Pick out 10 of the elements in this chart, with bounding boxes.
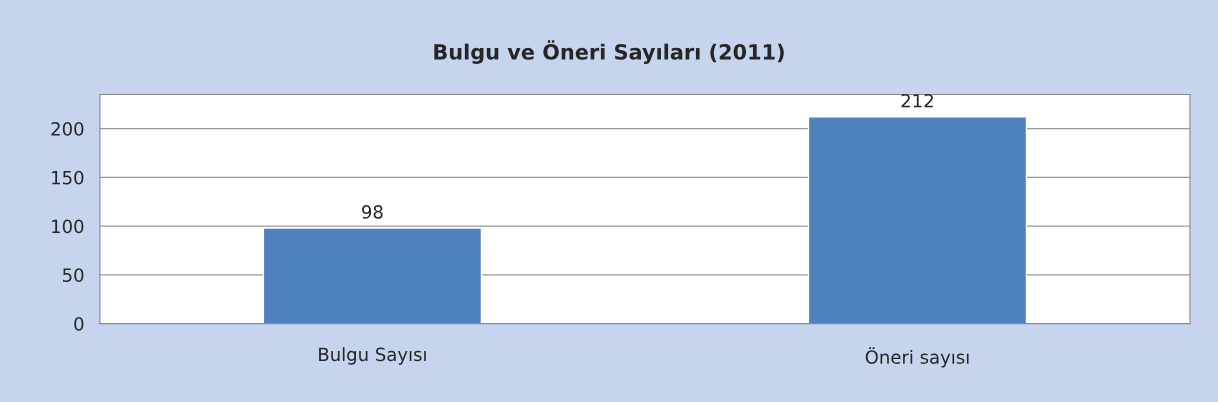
y-tick-label: 150 xyxy=(52,170,84,185)
data-label: 212 xyxy=(901,93,933,108)
data-label: 98 xyxy=(362,205,383,219)
y-tick-label: 100 xyxy=(52,219,84,234)
y-tick-label: 50 xyxy=(63,268,84,282)
chart-title: Bulgu ve Öneri Sayıları (2011) xyxy=(434,40,784,64)
y-tick-label: 0 xyxy=(74,317,84,331)
y-tick-label: 200 xyxy=(51,122,84,136)
x-tick-label: Bulgu Sayısı xyxy=(319,347,426,365)
x-tick-label: Öneri sayısı xyxy=(865,347,969,368)
